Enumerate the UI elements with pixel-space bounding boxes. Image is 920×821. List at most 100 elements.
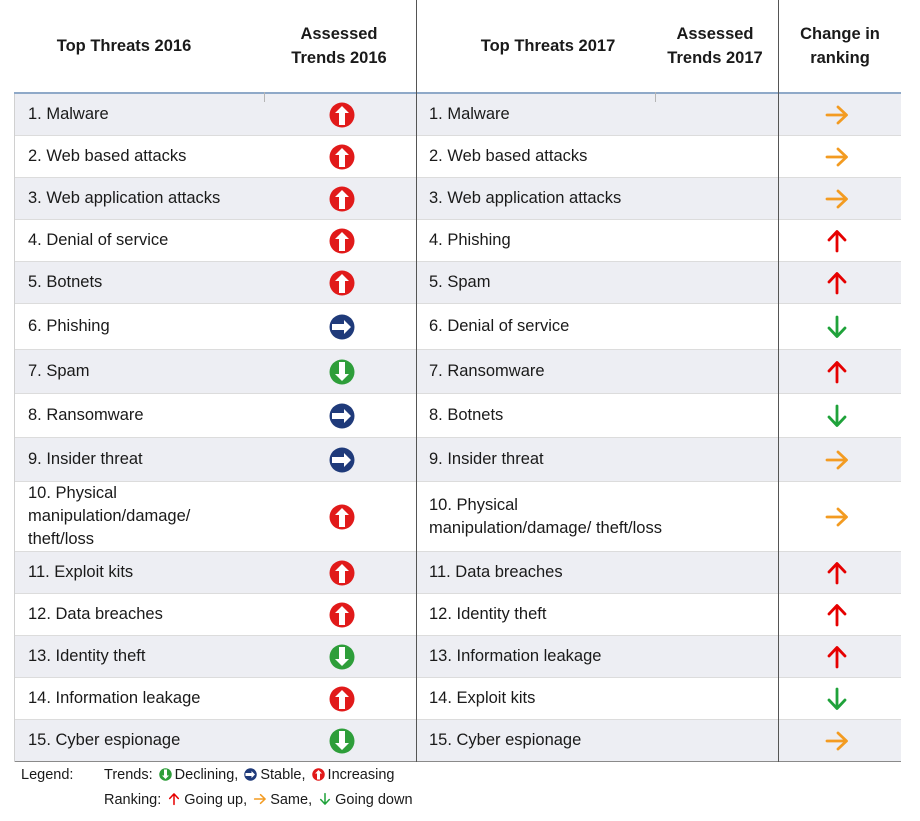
legend-declining: Declining, [174,767,239,783]
ranking-up-arrow-icon [824,644,850,670]
header-change-in-ranking: Change in ranking [800,25,880,67]
threat-2017-label: 5. Spam [429,273,491,291]
increasing-trend-icon [329,504,355,530]
threat-2016-label: 5. Botnets [28,273,103,291]
increasing-trend-icon [329,186,355,212]
year-divider-line [416,0,417,762]
threats-table: 1. Malware 1. Malware 2. Web based attacks… [14,94,901,762]
row-2017-cell [417,220,901,261]
threat-2016-label: 7. Spam [28,362,90,380]
threat-2016-label: 1. Malware [28,105,109,123]
row-2017-cell [417,394,901,437]
threat-2016-label: 8. Ransomware [28,406,144,424]
row-2017-cell [417,136,901,177]
stable-trend-icon [329,403,355,429]
threat-2017-label: 15. Cyber espionage [429,731,582,749]
table-row: 13. Identity theft 13. Information leakag… [14,636,901,678]
row-2017-cell [417,178,901,219]
ranking-up-arrow-icon [824,560,850,586]
ranking-down-arrow-icon [824,314,850,340]
threat-2017-label: 2. Web based attacks [429,147,588,165]
increasing-trend-icon [329,102,355,128]
header-top-threats-2016: Top Threats 2016 [56,37,192,55]
increasing-trend-icon [329,144,355,170]
table-row: 11. Exploit kits 11. Data breaches [14,552,901,594]
table-row: 8. Ransomware 8. Botnets [14,394,901,438]
threat-2017-label: 13. Information leakage [429,647,602,665]
threat-2016-label: 10. Physical manipulation/damage/ theft/… [28,484,191,548]
legend-ranking: Ranking: Going up, Same, Going down [104,792,413,808]
legend-same: Same, [270,792,313,808]
increasing-trend-icon [329,560,355,586]
ranking-same-arrow-icon [824,447,850,473]
declining-trend-icon [329,728,355,754]
table-row: 12. Data breaches 12. Identity theft [14,594,901,636]
table-row: 2. Web based attacks 2. Web based attacks [14,136,901,178]
threat-2016-label: 12. Data breaches [28,605,163,623]
declining-trend-icon [329,359,355,385]
ranking-same-arrow-icon [824,504,850,530]
threat-2016-label: 4. Denial of service [28,231,169,249]
stable-trend-icon [329,314,355,340]
threat-2016-label: 14. Information leakage [28,689,201,707]
ranking-same-arrow-icon [824,186,850,212]
row-2017-cell [417,438,901,481]
legend-stable: Stable, [260,767,306,783]
threat-2016-label: 3. Web application attacks [28,189,221,207]
row-2017-cell [417,636,901,677]
threat-2016-label: 15. Cyber espionage [28,731,181,749]
threat-2017-label: 7. Ransomware [429,362,545,380]
ranking-down-arrow-icon [824,686,850,712]
table-row: 7. Spam 7. Ransomware [14,350,901,394]
threat-2017-label: 4. Phishing [429,231,511,249]
arrow-down-icon [318,792,332,806]
arrow-up-icon [167,792,181,806]
threat-2017-label: 6. Denial of service [429,317,570,335]
table-row: 15. Cyber espionage 15. Cyber espionage [14,720,901,762]
threat-2016-label: 11. Exploit kits [28,563,134,581]
threat-2017-label: 10. Physical manipulation/damage/ theft/… [429,495,662,537]
row-2017-cell [417,350,901,393]
table-row: 6. Phishing 6. Denial of service [14,304,901,350]
header-divider [14,92,901,94]
legend-going-down: Going down [335,792,413,808]
ranking-up-arrow-icon [824,228,850,254]
arrow-right-icon [253,792,267,806]
table-row: 4. Denial of service 4. Phishing [14,220,901,262]
header-top-threats-2017: Top Threats 2017 [480,37,616,55]
row-2017-cell [417,482,901,551]
threat-2017-label: 1. Malware [429,105,510,123]
row-2017-cell [417,720,901,761]
threat-2016-label: 2. Web based attacks [28,147,187,165]
column-tick [655,92,656,102]
row-2017-cell [417,304,901,349]
table-row: 5. Botnets 5. Spam [14,262,901,304]
increasing-trend-icon [329,228,355,254]
stable-trend-icon [329,447,355,473]
legend-trends: Trends: Declining, Stable, Increasing [104,767,395,783]
increasing-trend-icon [329,270,355,296]
ranking-up-arrow-icon [824,270,850,296]
threat-2016-label: 9. Insider threat [28,450,143,468]
increasing-trend-icon [329,686,355,712]
row-2017-cell [417,94,901,135]
threat-2017-label: 8. Botnets [429,406,504,424]
header-assessed-trends-2016: Assessed Trends 2016 [291,25,387,67]
threat-2017-label: 9. Insider threat [429,450,544,468]
declining-trend-icon [329,644,355,670]
table-row: 1. Malware 1. Malware [14,94,901,136]
table-row: 9. Insider threat 9. Insider threat [14,438,901,482]
table-row: 14. Information leakage 14. Exploit kits [14,678,901,720]
ranking-same-arrow-icon [824,102,850,128]
threat-2017-label: 3. Web application attacks [429,189,622,207]
row-2017-cell [417,552,901,593]
table-row: 3. Web application attacks 3. Web applica… [14,178,901,220]
header-assessed-trends-2017: Assessed Trends 2017 [667,25,763,67]
change-column-divider [778,0,779,762]
threat-2016-label: 13. Identity theft [28,647,146,665]
table-row: 10. Physical manipulation/damage/ theft/… [14,482,901,552]
legend-title: Legend: [21,767,74,783]
ranking-up-arrow-icon [824,359,850,385]
legend-increasing: Increasing [327,767,395,783]
row-2017-cell [417,262,901,303]
